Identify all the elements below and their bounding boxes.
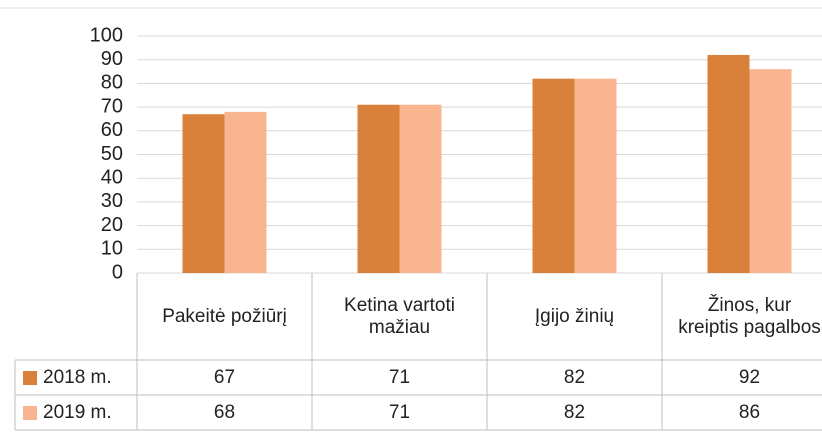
- bar: [357, 104, 400, 273]
- y-tick-label: 20: [101, 214, 123, 236]
- table-value: 92: [738, 366, 761, 388]
- table-value: 82: [563, 401, 586, 423]
- table-value: 68: [213, 401, 236, 423]
- legend-label: 2019 m.: [43, 401, 112, 423]
- table-value: 67: [213, 366, 236, 388]
- legend-entry: 2019 m.: [15, 395, 137, 430]
- y-tick-label: 50: [101, 143, 123, 165]
- table-value: 86: [738, 401, 761, 423]
- category-label: Žinos, kur kreiptis pagalbos: [678, 294, 821, 338]
- y-tick-label: 80: [101, 72, 123, 94]
- category-label: Ketina vartoti mažiau: [344, 294, 455, 338]
- bar: [749, 69, 792, 274]
- table-value: 82: [563, 366, 586, 388]
- y-tick-label: 90: [101, 48, 123, 70]
- y-tick-label: 100: [90, 24, 123, 46]
- legend-swatch: [23, 370, 37, 385]
- y-tick-label: 10: [101, 238, 123, 260]
- bar: [574, 78, 617, 273]
- bar: [182, 114, 225, 274]
- legend-entry: 2018 m.: [15, 360, 137, 395]
- y-tick-label: 0: [112, 261, 123, 283]
- bar: [224, 111, 267, 273]
- bar: [707, 54, 750, 274]
- bar: [399, 104, 442, 273]
- y-tick-label: 70: [101, 95, 123, 117]
- y-tick-label: 40: [101, 166, 123, 188]
- bar: [532, 78, 575, 273]
- category-label: Įgijo žinių: [534, 305, 615, 327]
- y-tick-label: 60: [101, 119, 123, 141]
- y-tick-label: 30: [101, 190, 123, 212]
- table-value: 71: [388, 366, 411, 388]
- legend-label: 2018 m.: [43, 366, 112, 388]
- table-value: 71: [388, 401, 411, 423]
- legend-swatch: [23, 405, 37, 420]
- category-label: Pakeitė požiūrį: [162, 305, 287, 327]
